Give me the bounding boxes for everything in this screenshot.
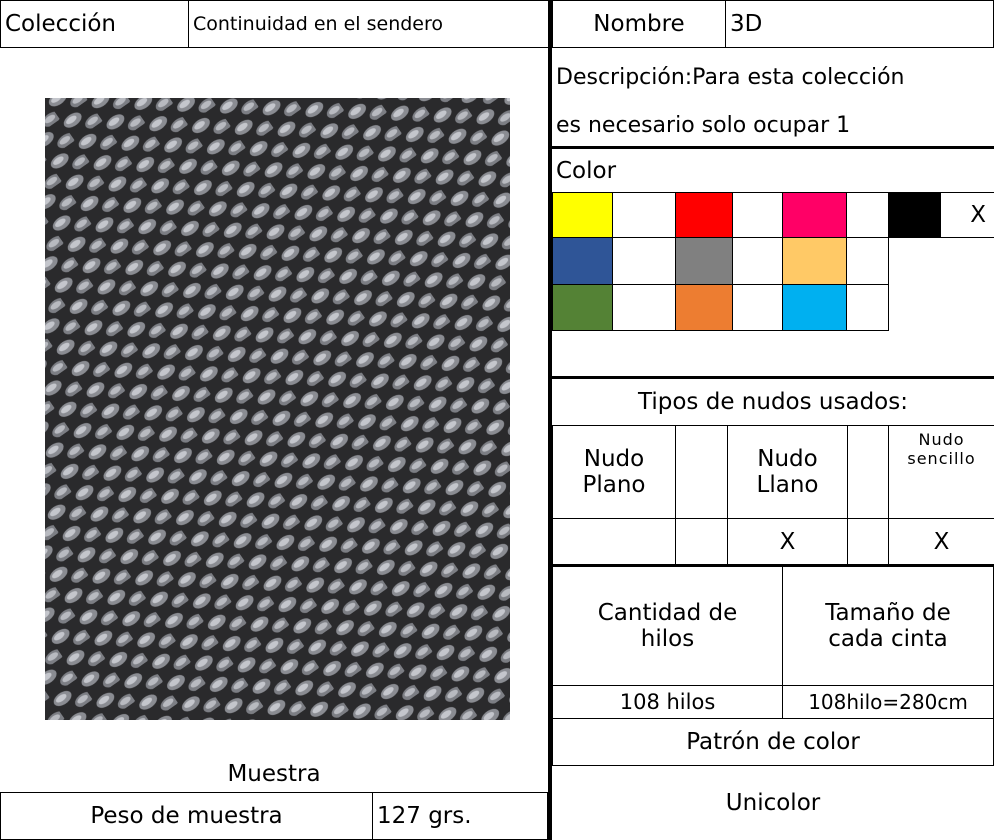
divider (548, 0, 552, 840)
color-swatch (612, 192, 676, 238)
cell: Nudo Plano (552, 425, 676, 519)
knots-title: Tipos de nudos usados: (638, 389, 908, 415)
knot-name: sencillo (907, 449, 976, 468)
cell: Nudo Llano (727, 425, 848, 519)
color-label: Color (556, 158, 617, 184)
cell: 3D (725, 0, 994, 48)
color-swatch (612, 284, 676, 331)
count-label: hilos (640, 626, 695, 652)
cell: X (888, 518, 994, 566)
color-swatch (782, 237, 847, 285)
pattern-label: Patrón de color (686, 729, 860, 755)
cell: Patrón de color (552, 718, 994, 766)
cell: 108hilo=280cm (782, 685, 994, 719)
color-swatch (732, 284, 783, 331)
color-swatch (846, 284, 889, 331)
count: 108 hilos (619, 690, 716, 714)
color-swatch (552, 237, 613, 285)
knot-name: Plano (582, 472, 646, 498)
name-label: Nombre (593, 11, 685, 37)
cell: X (727, 518, 848, 566)
cell: Tipos de nudos usados: (552, 379, 994, 425)
cell (675, 518, 728, 566)
count-label: Cantidad de (597, 600, 738, 626)
cell: Cantidad de hilos (552, 566, 783, 686)
weight-label: Peso de muestra (90, 803, 283, 829)
color-swatch (552, 284, 613, 331)
description-line: Descripción:Para esta colección (556, 64, 905, 90)
size-label: Tamaño de (825, 600, 951, 626)
color-swatch (675, 192, 733, 238)
cell: Tamaño de cada cinta (782, 566, 994, 686)
color-mark: X (970, 202, 986, 228)
color-swatch (732, 237, 783, 285)
knot-mark: X (779, 529, 796, 555)
cell: Unicolor (552, 766, 994, 840)
graphic (45, 98, 510, 720)
weight: 127 grs. (377, 803, 472, 829)
rule (552, 376, 994, 379)
color-swatch (675, 237, 733, 285)
sample-label: Muestra (227, 761, 321, 787)
name: 3D (730, 11, 763, 37)
color-swatch (782, 284, 847, 331)
color-swatch (888, 192, 941, 238)
knot-name: Nudo (757, 446, 818, 472)
knot-name: Nudo (583, 446, 645, 472)
cell: 108 hilos (552, 685, 783, 719)
cell: Descripción:Para esta colección (552, 55, 994, 99)
cell: Continuidad en el sendero (188, 0, 550, 48)
color-swatch (846, 237, 889, 285)
cell: Peso de muestra (0, 792, 373, 840)
color-swatch: X (940, 192, 994, 238)
knot-mark: X (933, 529, 950, 555)
cell: 127 grs. (372, 792, 548, 840)
knot-name: Llano (756, 472, 819, 498)
collection: Continuidad en el sendero (193, 13, 444, 35)
size: 108hilo=280cm (808, 690, 968, 714)
cell: Nudo sencillo (888, 425, 994, 519)
color-swatch (846, 192, 889, 238)
sample-photo (45, 98, 510, 720)
cell: Nombre (552, 0, 726, 48)
cell: es necesario solo ocupar 1 (552, 103, 994, 147)
color-swatch (782, 192, 847, 238)
cell: Color (552, 150, 994, 192)
color-swatch (732, 192, 783, 238)
size-label: cada cinta (828, 626, 948, 652)
cell (675, 425, 728, 519)
collection-label: Colección (5, 11, 117, 37)
cell (847, 425, 889, 519)
cell: Muestra (0, 755, 548, 793)
description-line: es necesario solo ocupar 1 (556, 112, 851, 138)
color-swatch (612, 237, 676, 285)
cell: Colección (0, 0, 189, 48)
knot-name: Nudo (918, 430, 965, 449)
pattern-value: Unicolor (725, 790, 821, 816)
rule (552, 146, 994, 149)
color-swatch (675, 284, 733, 331)
cell (847, 518, 889, 566)
cell (552, 518, 676, 566)
color-swatch (552, 192, 613, 238)
